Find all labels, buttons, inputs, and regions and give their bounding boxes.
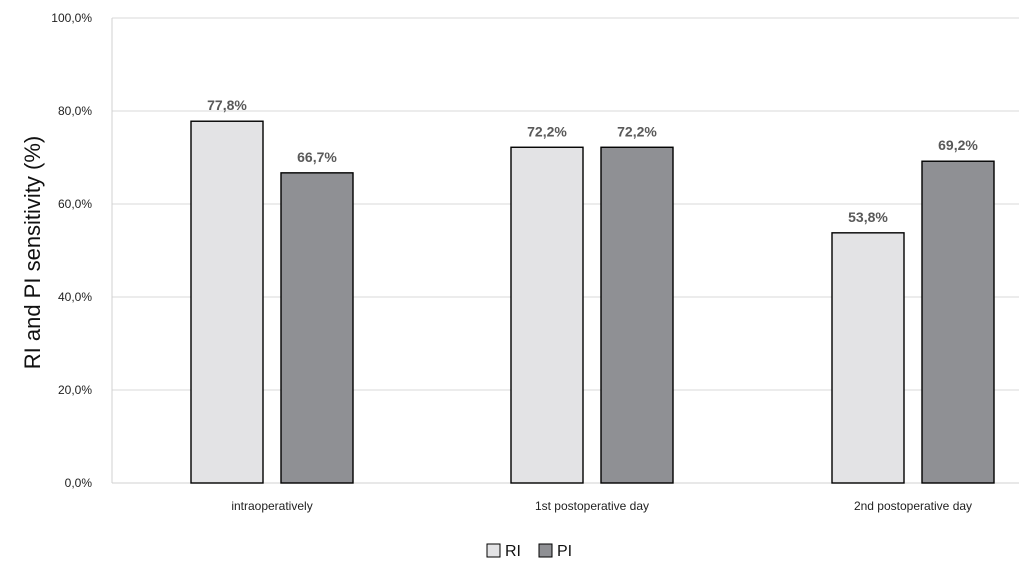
y-tick-label: 60,0%: [58, 197, 92, 211]
bar-pi-1: [600, 146, 674, 484]
legend-swatch-ri: [486, 543, 501, 558]
y-axis-title: RI and PI sensitivity (%): [20, 136, 45, 370]
x-category-label: 2nd postoperative day: [854, 499, 972, 513]
bar-pi-2: [921, 160, 995, 484]
y-tick-label: 20,0%: [58, 383, 92, 397]
data-label: 72,2%: [527, 123, 567, 139]
data-label: 69,2%: [938, 137, 978, 153]
bar-ri-2: [831, 232, 905, 484]
data-labels: 77,8% 66,7% 72,2% 72,2% 53,8% 69,2%: [207, 97, 978, 225]
data-label: 77,8%: [207, 97, 247, 113]
bar-pi-0: [280, 172, 354, 484]
bar-ri-0: [190, 120, 264, 484]
legend-swatch-pi: [538, 543, 553, 558]
legend-label-pi: PI: [557, 543, 572, 560]
legend: RI PI: [486, 543, 572, 560]
x-category-label: intraoperatively: [231, 499, 312, 513]
bars: [190, 120, 995, 484]
bar-ri-1: [510, 146, 584, 484]
y-tick-label: 100,0%: [51, 11, 92, 25]
y-tick-label: 40,0%: [58, 290, 92, 304]
y-tick-label: 80,0%: [58, 104, 92, 118]
x-axis-category-labels: intraoperatively 1st postoperative day 2nd…: [231, 499, 972, 513]
y-axis-tick-labels: 0,0% 20,0% 40,0% 60,0% 80,0% 100,0%: [51, 11, 92, 490]
data-label: 72,2%: [617, 123, 657, 139]
data-label: 66,7%: [297, 149, 337, 165]
legend-label-ri: RI: [505, 543, 521, 560]
x-category-label: 1st postoperative day: [535, 499, 649, 513]
data-label: 53,8%: [848, 209, 888, 225]
y-tick-label: 0,0%: [65, 476, 93, 490]
